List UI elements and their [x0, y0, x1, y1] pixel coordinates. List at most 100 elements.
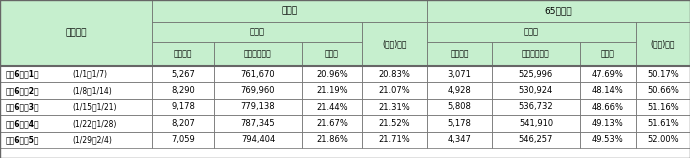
Bar: [0, 115, 152, 132]
Text: (1/15～1/21): (1/15～1/21): [72, 103, 117, 112]
Bar: [427, 22, 636, 42]
Bar: [302, 82, 362, 99]
Bar: [214, 115, 302, 132]
Bar: [636, 66, 690, 82]
Bar: [636, 82, 690, 99]
Bar: [152, 99, 214, 115]
Text: 5,178: 5,178: [448, 119, 471, 128]
Bar: [636, 132, 690, 148]
Bar: [427, 66, 492, 82]
Bar: [427, 42, 492, 66]
Bar: [152, 22, 362, 42]
Text: 9,178: 9,178: [171, 103, 195, 112]
Text: 接種率: 接種率: [601, 49, 615, 58]
Text: 21.44%: 21.44%: [316, 103, 348, 112]
Bar: [0, 132, 152, 148]
Bar: [492, 115, 580, 132]
Bar: [302, 99, 362, 115]
Text: 530,924: 530,924: [519, 86, 553, 95]
Bar: [302, 132, 362, 148]
Text: 536,732: 536,732: [519, 103, 553, 112]
Text: 全年代: 全年代: [282, 6, 297, 15]
Bar: [302, 66, 362, 82]
Text: 761,670: 761,670: [241, 70, 275, 79]
Bar: [362, 132, 427, 148]
Text: 49.13%: 49.13%: [592, 119, 624, 128]
Text: 787,345: 787,345: [241, 119, 275, 128]
Bar: [0, 82, 152, 99]
Bar: [0, 66, 152, 82]
Text: 769,960: 769,960: [241, 86, 275, 95]
Bar: [580, 82, 636, 99]
Text: 794,404: 794,404: [241, 135, 275, 144]
Bar: [636, 99, 690, 115]
Bar: [0, 0, 152, 66]
Bar: [636, 22, 690, 66]
Text: 47.69%: 47.69%: [592, 70, 624, 79]
Text: 51.16%: 51.16%: [647, 103, 679, 112]
Bar: [492, 99, 580, 115]
Bar: [492, 42, 580, 66]
Text: 接種率: 接種率: [325, 49, 339, 58]
Bar: [214, 132, 302, 148]
Bar: [302, 115, 362, 132]
Bar: [152, 66, 214, 82]
Bar: [580, 132, 636, 148]
Text: (1/22～1/28): (1/22～1/28): [72, 119, 117, 128]
Text: 5,267: 5,267: [171, 70, 195, 79]
Text: 21.19%: 21.19%: [316, 86, 348, 95]
Bar: [152, 82, 214, 99]
Text: (参考)全国: (参考)全国: [651, 40, 676, 49]
Text: 50.66%: 50.66%: [647, 86, 679, 95]
Bar: [152, 0, 427, 22]
Bar: [580, 115, 636, 132]
Text: 65歳以上: 65歳以上: [544, 6, 572, 15]
Text: 4,347: 4,347: [448, 135, 471, 144]
Bar: [152, 132, 214, 148]
Text: 21.71%: 21.71%: [379, 135, 411, 144]
Bar: [214, 82, 302, 99]
Text: 5,808: 5,808: [448, 103, 471, 112]
Bar: [427, 99, 492, 115]
Text: 令和6年第5週: 令和6年第5週: [6, 135, 39, 144]
Text: 接種者数累計: 接種者数累計: [522, 49, 550, 58]
Text: (1/29～2/4): (1/29～2/4): [72, 135, 112, 144]
Text: 546,257: 546,257: [519, 135, 553, 144]
Text: 集計期間: 集計期間: [66, 28, 87, 37]
Text: 接種者数累計: 接種者数累計: [244, 49, 272, 58]
Text: 52.00%: 52.00%: [647, 135, 679, 144]
Text: 21.52%: 21.52%: [379, 119, 411, 128]
Bar: [427, 82, 492, 99]
Bar: [362, 82, 427, 99]
Text: 20.83%: 20.83%: [379, 70, 411, 79]
Text: 令和6年第1週: 令和6年第1週: [6, 70, 39, 79]
Text: 令和6年第4週: 令和6年第4週: [6, 119, 39, 128]
Text: 令和6年第2週: 令和6年第2週: [6, 86, 39, 95]
Text: 接種者数: 接種者数: [174, 49, 193, 58]
Bar: [580, 66, 636, 82]
Text: 51.61%: 51.61%: [647, 119, 679, 128]
Text: 48.14%: 48.14%: [592, 86, 624, 95]
Bar: [427, 115, 492, 132]
Text: 8,207: 8,207: [171, 119, 195, 128]
Text: (1/1～1/7): (1/1～1/7): [72, 70, 107, 79]
Bar: [492, 132, 580, 148]
Bar: [214, 42, 302, 66]
Text: 779,138: 779,138: [241, 103, 275, 112]
Bar: [492, 82, 580, 99]
Text: 3,071: 3,071: [448, 70, 471, 79]
Text: 50.17%: 50.17%: [647, 70, 679, 79]
Text: 静岡県: 静岡県: [524, 27, 539, 36]
Bar: [302, 42, 362, 66]
Bar: [214, 66, 302, 82]
Text: 静岡県: 静岡県: [250, 27, 264, 36]
Bar: [362, 99, 427, 115]
Bar: [362, 66, 427, 82]
Text: 21.31%: 21.31%: [379, 103, 411, 112]
Bar: [152, 42, 214, 66]
Bar: [362, 22, 427, 66]
Text: (参考)全国: (参考)全国: [382, 40, 406, 49]
Bar: [580, 42, 636, 66]
Text: (1/8～1/14): (1/8～1/14): [72, 86, 112, 95]
Text: 20.96%: 20.96%: [316, 70, 348, 79]
